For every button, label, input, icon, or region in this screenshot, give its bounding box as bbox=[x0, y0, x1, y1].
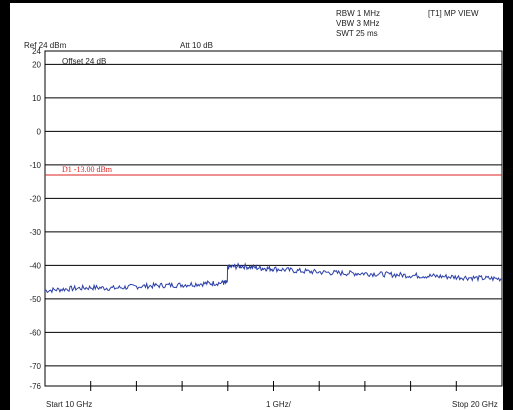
swt-label: SWT 25 ms bbox=[336, 29, 378, 38]
vbw-label: VBW 3 MHz bbox=[336, 19, 380, 28]
plot-frame bbox=[44, 50, 503, 387]
offset-label: Offset 24 dB bbox=[62, 57, 106, 66]
trace-line bbox=[44, 262, 503, 294]
span-per-div-label: 1 GHz/ bbox=[266, 400, 292, 409]
y-tick-label: 24 bbox=[32, 47, 41, 56]
y-tick-label: -20 bbox=[29, 194, 41, 203]
y-tick-label: -50 bbox=[29, 295, 41, 304]
x-axis-ticks bbox=[90, 381, 457, 391]
trace-mode-label: [T1] MP VIEW bbox=[428, 9, 479, 18]
y-tick-label: -76 bbox=[29, 382, 41, 391]
grid bbox=[45, 63, 502, 367]
spectrum-chart: RBW 1 MHz VBW 3 MHz SWT 25 ms [T1] MP VI… bbox=[24, 9, 503, 409]
y-axis-ticks: 24 20 10 0 -10 -20 -30 -40 -50 -60 -70 -76 bbox=[29, 47, 41, 391]
ref-level-label: Ref 24 dBm bbox=[24, 41, 67, 50]
y-tick-label: 20 bbox=[32, 60, 41, 69]
limit-line-label: D1 -13.00 dBm bbox=[62, 165, 113, 174]
y-tick-label: -40 bbox=[29, 261, 41, 270]
y-tick-label: 10 bbox=[32, 94, 41, 103]
rbw-label: RBW 1 MHz bbox=[336, 9, 380, 18]
stop-frequency-label: Stop 20 GHz bbox=[452, 400, 498, 409]
attenuation-label: Att 10 dB bbox=[180, 41, 213, 50]
y-tick-label: 0 bbox=[37, 127, 42, 136]
start-frequency-label: Start 10 GHz bbox=[46, 400, 92, 409]
y-tick-label: -30 bbox=[29, 228, 41, 237]
y-tick-label: -60 bbox=[29, 328, 41, 337]
y-tick-label: -10 bbox=[29, 161, 41, 170]
y-tick-label: -70 bbox=[29, 362, 41, 371]
series-group bbox=[44, 262, 503, 294]
